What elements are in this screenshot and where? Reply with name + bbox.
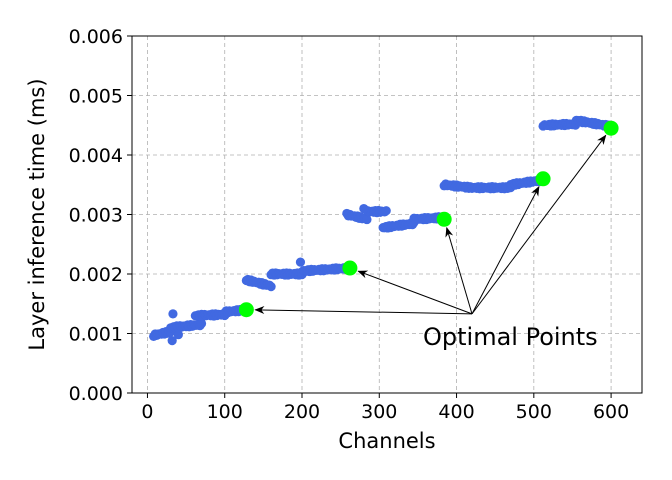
y-tick-label: 0.000 [69,383,123,405]
optimal-point [342,260,358,276]
data-point [295,257,306,267]
data-point [266,281,276,292]
x-tick-label: 0 [141,401,153,423]
annotation-text: Optimal Points [423,323,598,351]
y-tick-label: 0.001 [69,324,123,346]
optimal-point [238,302,254,318]
x-tick-label: 400 [438,401,474,423]
optimal-point [603,120,619,136]
annotation-arrow [471,134,607,315]
annotation-arrow [357,270,473,315]
data-point [359,203,369,214]
data-point [173,330,183,340]
y-tick-label: 0.006 [69,26,123,48]
x-tick-label: 100 [207,401,243,423]
x-tick-label: 200 [284,401,320,423]
data-point [362,214,372,225]
annotation-arrow [445,226,473,315]
optimal-point [535,171,551,187]
data-point [196,318,207,329]
optimal-point [436,211,452,227]
y-tick-label: 0.004 [69,145,123,167]
x-tick-label: 600 [593,401,629,423]
data-point [381,206,391,216]
y-tick-label: 0.003 [69,205,123,227]
axis-ticks: 0 100 200 300 400 500 600 0.000 0.001 0.002 0.003 0… [69,26,630,423]
annotation-arrow [254,306,473,315]
x-axis-label: Channels [338,429,435,453]
annotation-arrow [471,185,540,315]
x-tick-label: 300 [361,401,397,423]
optimal-points [238,120,619,318]
data-point [167,336,177,346]
y-tick-label: 0.005 [69,86,123,108]
annotation-arrows [254,134,607,315]
y-tick-label: 0.002 [69,264,123,286]
x-tick-label: 500 [516,401,552,423]
y-axis-label: Layer inference time (ms) [25,78,49,350]
data-point [168,309,178,319]
data-points [149,115,615,346]
